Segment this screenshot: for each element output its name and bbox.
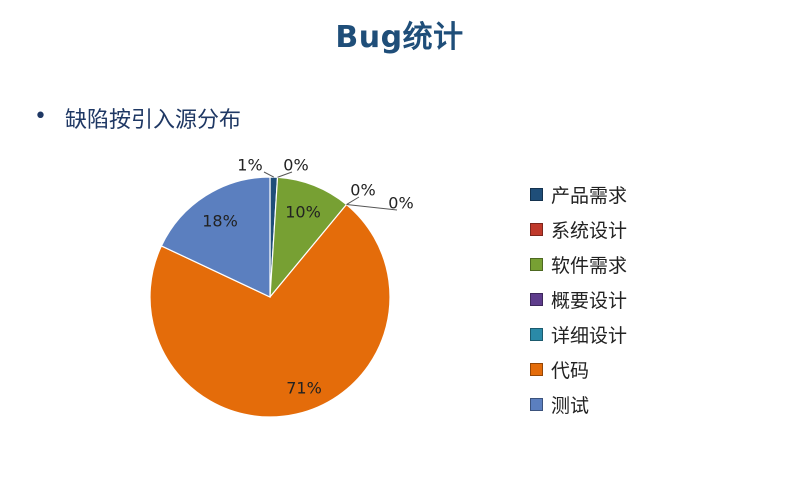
data-label-4: 0% [350,181,375,200]
legend-item-5: 详细设计 [530,317,627,352]
data-label-6: 71% [286,379,322,398]
data-label-2: 0% [283,156,308,175]
legend-label-1: 产品需求 [551,185,628,207]
legend-item-7: 测试 [530,387,627,422]
leader-line-2 [277,171,293,178]
leader-line-1 [263,171,274,178]
legend-label-7: 测试 [551,395,590,417]
pie-slice-7 [160,176,271,298]
legend-swatch-7 [530,398,543,411]
data-label-7: 18% [202,212,238,231]
legend-swatch-6 [530,363,543,376]
legend-item-1: 产品需求 [530,177,627,212]
legend-item-6: 代码 [530,352,627,387]
legend-swatch-3 [530,258,543,271]
legend-swatch-2 [530,223,543,236]
slide-title: Bug统计 [335,20,464,55]
legend-label-5: 详细设计 [551,325,628,347]
legend-item-2: 系统设计 [530,212,627,247]
pie-slice-3 [269,176,348,299]
chart-legend: 产品需求系统设计软件需求概要设计详细设计代码测试 [530,177,627,422]
legend-swatch-1 [530,188,543,201]
data-label-5: 0% [388,194,413,213]
leader-line-5 [346,204,398,211]
data-label-1: 1% [237,156,262,175]
legend-label-2: 系统设计 [551,220,628,242]
legend-label-4: 概要设计 [551,290,628,312]
data-label-3: 10% [285,203,321,222]
bullet-heading: 缺陷按引入源分布 [65,108,242,133]
legend-label-6: 代码 [551,360,590,382]
legend-item-4: 概要设计 [530,282,627,317]
legend-label-3: 软件需求 [551,255,628,277]
bullet-marker: • [34,104,47,129]
legend-swatch-4 [530,293,543,306]
leader-line-4 [346,196,360,205]
legend-swatch-5 [530,328,543,341]
pie-slice-6 [149,203,391,418]
legend-item-3: 软件需求 [530,247,627,282]
